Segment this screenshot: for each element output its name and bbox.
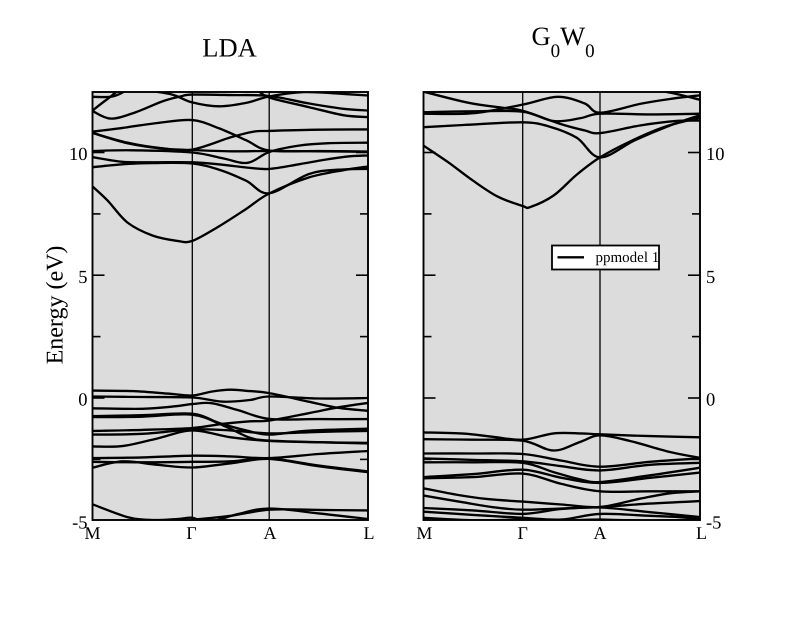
svg-text:M: M <box>416 523 432 543</box>
svg-text:M: M <box>84 523 100 543</box>
svg-text:10: 10 <box>69 145 88 165</box>
svg-text:Γ: Γ <box>517 523 527 543</box>
svg-text:-5: -5 <box>72 513 87 533</box>
svg-text:LDA: LDA <box>202 33 256 63</box>
svg-text:Γ: Γ <box>186 523 196 543</box>
svg-text:5: 5 <box>706 268 715 288</box>
svg-text:L: L <box>696 523 707 543</box>
svg-text:A: A <box>594 523 607 543</box>
svg-text:5: 5 <box>78 268 87 288</box>
svg-text:10: 10 <box>706 145 725 165</box>
svg-text:Energy (eV): Energy (eV) <box>43 246 69 365</box>
svg-text:A: A <box>264 523 277 543</box>
svg-text:0: 0 <box>78 391 87 411</box>
svg-text:L: L <box>364 523 375 543</box>
svg-text:ppmodel 1: ppmodel 1 <box>596 250 660 266</box>
svg-text:-5: -5 <box>706 513 721 533</box>
svg-text:0: 0 <box>706 391 715 411</box>
